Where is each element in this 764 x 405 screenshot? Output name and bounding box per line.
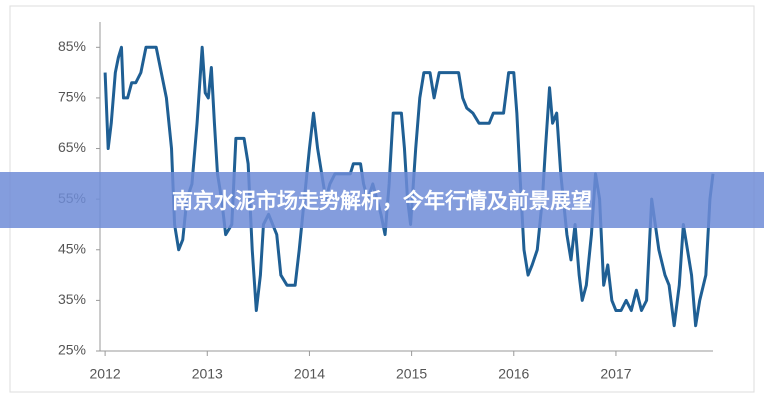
x-tick-label: 2015 [396, 366, 427, 382]
y-tick-label: 85% [58, 38, 86, 54]
y-tick-label: 65% [58, 139, 86, 155]
y-tick-label: 45% [58, 240, 86, 256]
x-tick-label: 2014 [294, 366, 325, 382]
series-line [103, 45, 715, 328]
y-tick-label: 25% [58, 342, 86, 358]
x-tick-label: 2013 [192, 366, 223, 382]
y-tick-label: 35% [58, 291, 86, 307]
x-tick-label: 2012 [90, 366, 121, 382]
banner-title: 南京水泥市场走势解析，今年行情及前景展望 [0, 172, 764, 228]
x-tick-label: 2016 [498, 366, 529, 382]
y-tick-label: 75% [58, 89, 86, 105]
x-tick-label: 2017 [600, 366, 631, 382]
